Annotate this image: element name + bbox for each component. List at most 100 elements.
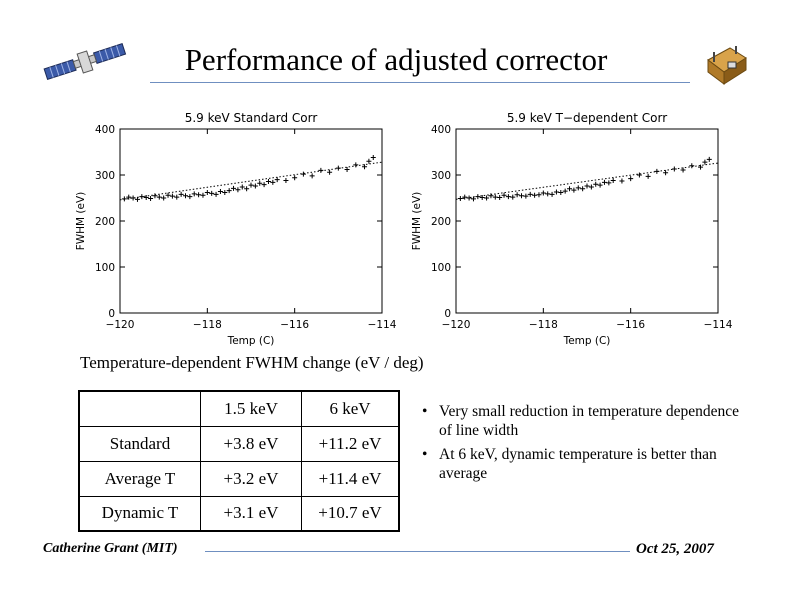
data-point [274,177,280,183]
bullet-item: At 6 keV, dynamic temperature is better … [420,445,740,483]
data-point [252,183,258,189]
data-point [344,166,350,172]
data-point [597,182,603,188]
data-point [231,185,237,191]
table-cell: +3.8 eV [200,425,302,462]
table-cell: Dynamic T [78,495,201,532]
data-point [540,190,546,196]
table-cell: +10.7 eV [301,495,400,532]
data-point [327,169,333,175]
data-point [580,186,586,192]
data-point [370,155,376,161]
data-point [462,194,468,200]
data-point [156,194,162,200]
data-point [178,191,184,197]
data-point [514,192,520,198]
data-point [532,192,538,198]
data-point [558,189,564,195]
data-point [663,170,669,176]
data-point [501,192,507,198]
data-point [187,194,193,200]
data-point [479,195,485,201]
data-point [588,184,594,190]
data-point [457,195,463,201]
data-point [183,193,188,199]
x-tick-label: −116 [616,319,645,331]
x-tick-label: −118 [193,319,222,331]
y-tick-label: 100 [95,262,115,274]
data-point [510,194,516,200]
data-point [292,175,298,181]
data-point [470,196,476,202]
data-point [488,193,494,199]
chart-title: 5.9 keV T−dependent Corr [507,111,667,125]
table-row: Dynamic T +3.1 eV +10.7 eV [78,495,400,532]
data-point [645,173,651,179]
data-point [204,189,210,195]
y-tick-label: 0 [108,308,115,320]
data-point [222,189,228,195]
table-row: Standard +3.8 eV +11.2 eV [78,425,400,462]
x-tick-label: −118 [529,319,558,331]
data-point [584,183,590,189]
slide-title: Performance of adjusted corrector [184,42,608,77]
table-header-cell: 1.5 keV [200,390,302,427]
data-point [689,163,695,169]
x-axis-label: Temp (C) [563,335,611,347]
chart-title: 5.9 keV Standard Corr [185,111,318,125]
spacecraft-icon [707,46,747,85]
x-tick-label: −114 [704,319,733,331]
data-point [134,196,140,202]
y-tick-label: 300 [95,170,115,182]
data-point [265,178,271,184]
plot-frame [119,128,383,314]
data-point [571,187,577,193]
table-cell: +3.2 eV [200,460,302,497]
data-point [152,193,158,199]
data-point [309,173,315,179]
data-point [610,178,616,184]
data-point [235,187,241,193]
data-point [628,176,634,182]
data-point [239,184,245,190]
y-tick-label: 0 [444,308,451,320]
data-point [619,178,625,184]
trend-line [455,162,719,200]
fwhm-change-table: 1.5 keV 6 keV Standard +3.8 eV +11.2 eV … [78,390,400,532]
footer-date: Oct 25, 2007 [636,541,714,557]
plot-frame [455,128,719,314]
data-point [257,180,263,186]
data-point [545,191,551,197]
data-point [213,191,219,197]
data-point [366,158,372,164]
y-tick-label: 400 [431,124,451,136]
data-point [492,194,498,200]
data-point [362,164,368,170]
x-tick-label: −114 [368,319,397,331]
table-cell: Standard [78,425,201,462]
data-point [702,159,708,165]
data-point [209,190,215,196]
data-point [196,192,202,198]
data-point [497,195,503,201]
data-point [143,195,149,201]
x-axis-label: Temp (C) [227,335,275,347]
data-point [174,194,180,200]
data-point [536,192,542,198]
y-tick-label: 100 [431,262,451,274]
footer-divider [205,551,630,552]
data-point [161,195,167,201]
table-header-cell: 6 keV [301,390,400,427]
data-point [148,195,154,201]
data-point [567,186,573,192]
data-point [318,167,324,173]
data-point [680,167,686,173]
data-point [654,168,660,174]
data-point [505,194,511,200]
x-tick-label: −120 [442,319,471,331]
data-point [200,192,206,198]
data-point [593,181,599,187]
chart-t-dependent-corr: 5.9 keV T−dependent Corr −120 −118 −116 −114… [411,111,733,347]
data-point [226,188,232,194]
data-point [601,179,607,185]
